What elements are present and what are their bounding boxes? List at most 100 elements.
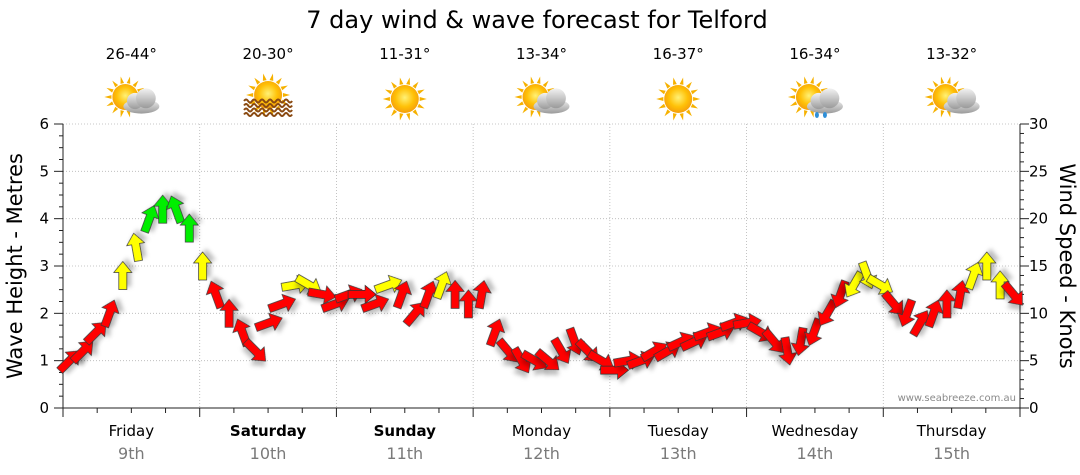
y-right-tick-label: 30 (1029, 115, 1048, 133)
wind-arrows (56, 194, 1023, 380)
wind-arrow (113, 260, 133, 290)
day-date-label: 11th (386, 444, 423, 463)
sun-ray (275, 77, 282, 85)
sun-ray (542, 80, 549, 88)
wind-arrow (830, 279, 850, 309)
temperature-range-label: 13-34° (516, 45, 567, 63)
wind-arrow (803, 317, 823, 346)
temperature-range-label: 16-37° (653, 45, 704, 63)
y-left-tick-label: 1 (39, 352, 49, 370)
wind-arrow (82, 322, 107, 346)
sunny-icon (656, 77, 701, 121)
weather-icons (104, 73, 980, 121)
sun-ray (384, 89, 393, 95)
sun-ray (693, 97, 701, 101)
sun-ray (399, 77, 404, 85)
wind-arrow (179, 213, 200, 243)
haze-line (243, 103, 293, 108)
wind-arrow (219, 298, 239, 328)
cloud-puff (546, 88, 566, 109)
day-date-label: 12th (523, 444, 560, 463)
temperature-range-label: 20-30° (243, 45, 294, 63)
day-date-label: 15th (933, 444, 970, 463)
wind-arrow (392, 280, 412, 310)
day-labels: Friday 9th Saturday 10th Sunday 11th Monday 12t… (109, 422, 987, 463)
cloud-puff (956, 88, 977, 109)
sun-ray (787, 95, 796, 99)
sun-ray (112, 106, 119, 114)
sun-ray (126, 110, 131, 118)
wind-arrow (152, 194, 173, 224)
sun-ray (658, 89, 666, 95)
wind-arrow (964, 261, 984, 291)
sun-ray (516, 101, 524, 107)
sun-ray (120, 76, 125, 84)
y-axis-left-title: Wave Height - Metres (3, 153, 27, 379)
day-date-label: 10th (250, 444, 287, 463)
sun-ray (516, 87, 524, 93)
cloud-shape (806, 88, 843, 114)
day-name-label: Sunday (374, 422, 437, 440)
sun-ray (530, 76, 535, 84)
sun-ray (690, 103, 699, 109)
day-name-label: Monday (512, 422, 571, 440)
wind-arrow (402, 302, 425, 328)
wind-arrow (360, 293, 390, 313)
sun-ray (282, 93, 291, 97)
wind-arrow (778, 336, 798, 366)
sun-ray (391, 81, 398, 89)
y-right-tick-label: 15 (1029, 257, 1048, 275)
y-right-tick-label: 25 (1029, 162, 1048, 180)
day-date-label: 14th (797, 444, 834, 463)
wind-arrow (896, 298, 916, 327)
sun-ray (804, 110, 808, 118)
sun-ray (656, 97, 664, 101)
partly-cloudy-icon (514, 76, 570, 118)
sun-ray (679, 113, 684, 121)
sun-ray (248, 85, 256, 91)
day-date-label: 9th (118, 444, 145, 463)
sun-ray (126, 76, 131, 84)
sun-ray (926, 87, 934, 93)
wind-arrow (534, 348, 560, 371)
y-right-tick-label: 0 (1029, 399, 1039, 417)
source-credit: www.seabreeze.com.au (898, 393, 1016, 404)
y-left-tick-label: 5 (39, 162, 49, 180)
wind-arrow (267, 293, 296, 313)
sun-ray (673, 77, 677, 85)
y-left-tick-label: 0 (39, 399, 49, 417)
wind-arrow (761, 327, 784, 353)
sun-ray (664, 109, 671, 117)
sun-ray (412, 109, 419, 117)
day-date-label: 13th (660, 444, 697, 463)
sun-ray (926, 101, 934, 107)
sun-ray (406, 77, 410, 85)
sun-ray (685, 109, 692, 117)
sun-ray (132, 80, 139, 88)
sun-ray (658, 103, 666, 109)
day-name-label: Saturday (230, 422, 307, 440)
sun-ray (940, 76, 945, 84)
sun-showers-icon (787, 76, 843, 118)
cloud-puff (819, 88, 840, 109)
haze-line (243, 107, 293, 113)
wind-arrow (844, 270, 865, 298)
sun-ray (106, 101, 114, 107)
sun-ray (412, 81, 419, 89)
sun-ray (932, 80, 939, 88)
sun-ray (795, 80, 802, 88)
sun-ray (790, 101, 798, 107)
wind-arrow (140, 205, 160, 234)
wind-arrow (472, 280, 492, 310)
sun-ray (816, 80, 823, 88)
sun-ray (417, 103, 425, 109)
sun-ray (673, 113, 677, 121)
wind-arrow (977, 251, 997, 281)
partly-cloudy-icon (104, 76, 160, 118)
wind-arrow (817, 298, 839, 326)
sun-ray (679, 77, 684, 85)
wind-arrow (100, 299, 120, 329)
wind-arrow (419, 280, 439, 310)
wind-arrow (165, 195, 185, 225)
wind-arrow (881, 290, 904, 316)
